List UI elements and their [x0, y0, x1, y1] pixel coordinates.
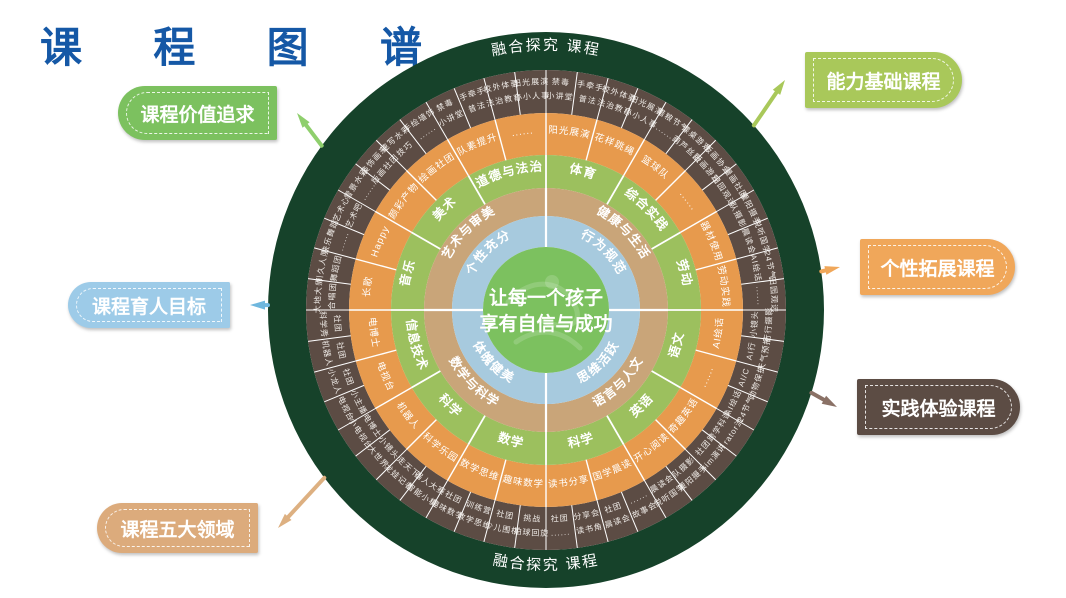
svg-text:享有自信与成功: 享有自信与成功 — [479, 312, 612, 335]
svg-text:......: ...... — [551, 528, 571, 538]
svg-text:社团: 社团 — [550, 513, 568, 523]
svg-text:......: ...... — [754, 286, 764, 306]
svg-text:社团: 社团 — [332, 314, 342, 332]
svg-text:禁毒: 禁毒 — [552, 77, 571, 88]
svg-text:让每一个孩子: 让每一个孩子 — [489, 286, 603, 309]
